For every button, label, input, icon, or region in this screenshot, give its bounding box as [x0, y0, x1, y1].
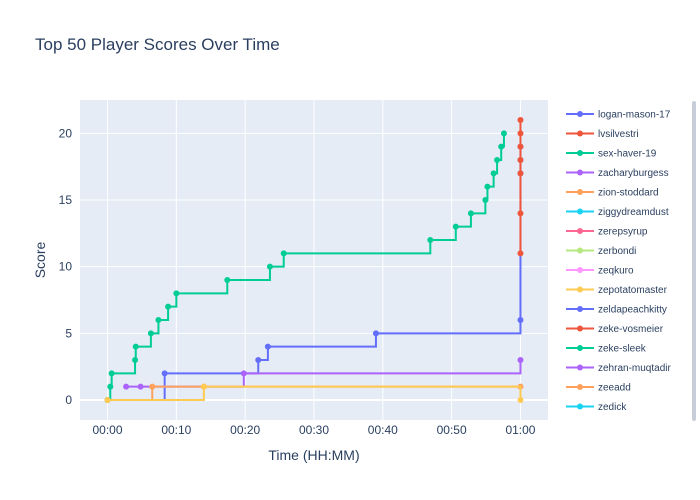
data-point[interactable]	[517, 250, 524, 257]
legend-item-label[interactable]: zion-stoddard	[598, 188, 659, 199]
data-point[interactable]	[500, 130, 507, 137]
data-point[interactable]	[427, 237, 434, 243]
legend-item-label[interactable]: zehran-muqtadir	[598, 363, 671, 374]
legend-scrollbar[interactable]	[692, 101, 696, 421]
legend-item-label[interactable]: zedick	[598, 402, 627, 413]
data-point[interactable]	[517, 157, 524, 163]
legend-swatch-marker	[577, 111, 583, 117]
data-point[interactable]	[517, 210, 524, 217]
legend-swatch-marker	[577, 325, 583, 332]
data-point[interactable]	[467, 210, 474, 217]
data-point[interactable]	[200, 383, 207, 390]
data-point[interactable]	[517, 397, 524, 403]
x-tick-label: 00:00	[93, 423, 123, 437]
data-point[interactable]	[161, 370, 168, 377]
data-point[interactable]	[494, 157, 501, 163]
ticks: 00:00 00:10 00:20 00:30 00:40 00:50 01:00 0 5 10 1…	[59, 126, 536, 437]
data-point[interactable]	[452, 223, 459, 230]
x-tick-label: 00:20	[230, 423, 260, 437]
y-tick-label: 0	[65, 393, 72, 407]
y-tick-label: 10	[59, 260, 73, 274]
data-point[interactable]	[132, 343, 139, 350]
legend-swatch-marker	[577, 384, 583, 390]
data-point[interactable]	[490, 170, 497, 177]
data-point[interactable]	[165, 303, 172, 310]
legend-item-label[interactable]: zeke-sleek	[598, 344, 647, 355]
legend-swatch-marker	[577, 247, 583, 254]
x-tick-label: 00:30	[299, 423, 329, 437]
legend-item-label[interactable]: zeeadd	[598, 383, 631, 394]
legend-swatch-marker	[577, 364, 583, 371]
legend-item-label[interactable]: zepotatomaster	[598, 285, 668, 296]
data-point[interactable]	[240, 370, 247, 377]
y-tick-label: 5	[65, 326, 72, 340]
data-point[interactable]	[266, 263, 273, 270]
legend-swatch-marker	[577, 169, 583, 176]
y-tick-label: 20	[59, 126, 73, 140]
legend-swatch-marker	[577, 150, 583, 156]
legend-item-label[interactable]: zeqkuro	[598, 266, 634, 277]
chart-title: Top 50 Player Scores Over Time	[35, 35, 280, 54]
legend-item-label[interactable]: logan-mason-17	[598, 110, 671, 121]
legend-item-label[interactable]: zedd-epstein	[598, 422, 655, 433]
legend-item-label[interactable]: zerbondi	[598, 246, 636, 257]
data-point[interactable]	[155, 317, 162, 323]
x-tick-label: 01:00	[505, 423, 535, 437]
data-point[interactable]	[224, 277, 231, 283]
x-tick-label: 00:10	[161, 423, 191, 437]
legend-swatch-marker	[577, 208, 583, 215]
legend-swatch-marker	[577, 267, 583, 273]
y-axis-title: Score	[32, 242, 48, 279]
legend-item-label[interactable]: zacharyburgess	[598, 168, 669, 179]
data-point[interactable]	[498, 143, 505, 150]
data-point[interactable]	[173, 290, 180, 297]
data-point[interactable]	[517, 357, 524, 363]
data-point[interactable]	[280, 250, 287, 257]
legend-swatch-marker	[577, 228, 583, 234]
data-point[interactable]	[484, 183, 491, 190]
y-tick-label: 15	[59, 193, 73, 207]
data-point[interactable]	[132, 357, 139, 363]
data-point[interactable]	[107, 383, 114, 390]
legend-swatch-marker	[577, 345, 583, 351]
data-point[interactable]	[482, 197, 489, 203]
data-point[interactable]	[372, 330, 379, 337]
legend-item-label[interactable]: zeldapeachkitty	[598, 305, 667, 316]
legend-item-label[interactable]: ziggydreamdust	[598, 207, 669, 218]
data-point[interactable]	[517, 143, 524, 150]
series-layer	[104, 117, 524, 403]
x-axis-title: Time (HH:MM)	[268, 447, 359, 463]
legend-item-label[interactable]: zeke-vosmeier	[598, 324, 664, 335]
data-point[interactable]	[517, 170, 524, 177]
legend-swatch-marker	[577, 403, 583, 410]
legend-swatch-marker	[577, 286, 583, 293]
data-point[interactable]	[264, 343, 271, 350]
x-tick-label: 00:40	[368, 423, 398, 437]
data-point[interactable]	[123, 383, 130, 390]
legend-item-label[interactable]: lvsilvestri	[598, 129, 639, 140]
legend[interactable]: logan-mason-17 lvsilvestri sex-haver-19 zac…	[566, 110, 671, 433]
data-point[interactable]	[147, 330, 154, 337]
data-point[interactable]	[108, 370, 115, 377]
x-tick-label: 00:50	[437, 423, 467, 437]
data-point[interactable]	[517, 117, 524, 123]
legend-swatch-marker	[577, 306, 583, 312]
legend-swatch-marker	[577, 130, 583, 137]
legend-item-label[interactable]: zerepsyrup	[598, 227, 648, 238]
data-point[interactable]	[517, 317, 524, 323]
legend-swatch-marker	[577, 189, 583, 195]
data-point[interactable]	[255, 357, 262, 363]
legend-item-label[interactable]: sex-haver-19	[598, 149, 657, 160]
data-point[interactable]	[137, 383, 144, 390]
data-point[interactable]	[149, 383, 156, 390]
data-point[interactable]	[104, 397, 111, 403]
legend-swatch-marker	[577, 423, 583, 429]
data-point[interactable]	[517, 130, 524, 137]
